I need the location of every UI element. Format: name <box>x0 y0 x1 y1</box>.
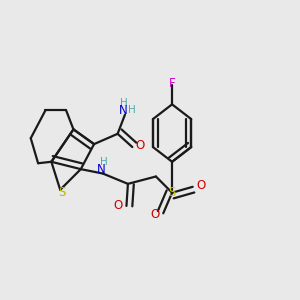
Text: H: H <box>128 105 135 115</box>
Text: F: F <box>169 77 176 90</box>
Text: O: O <box>150 208 160 221</box>
Text: H: H <box>100 158 108 167</box>
Text: O: O <box>196 179 206 192</box>
Text: S: S <box>58 186 65 199</box>
Text: N: N <box>97 163 106 176</box>
Text: H: H <box>120 98 128 109</box>
Text: O: O <box>114 200 123 212</box>
Text: S: S <box>168 186 176 199</box>
Text: O: O <box>135 139 144 152</box>
Text: N: N <box>119 104 128 117</box>
